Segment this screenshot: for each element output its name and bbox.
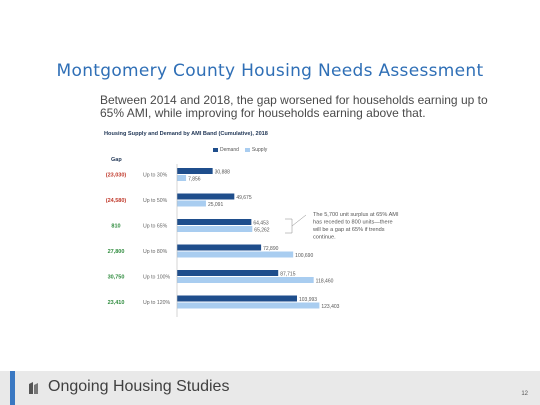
bar-supply <box>177 251 294 258</box>
data-label: 103,993 <box>299 297 317 303</box>
gap-label: 27,800 <box>108 249 125 255</box>
data-label: 87,715 <box>280 272 296 278</box>
footer: Ongoing Housing Studies 12 <box>0 371 540 405</box>
bar-demand <box>177 270 279 276</box>
legend-swatch-demand <box>213 148 218 152</box>
chart-title: Housing Supply and Demand by AMI Band (C… <box>104 131 268 137</box>
annotation-line: will be a gap at 65% if trends <box>312 227 385 233</box>
annotation-line: has receded to 800 units—there <box>313 220 393 226</box>
chart-legend: Demand Supply <box>213 147 267 153</box>
bar-demand <box>177 168 213 174</box>
legend-item-demand: Demand <box>213 147 239 153</box>
bar-supply <box>177 226 253 232</box>
data-label: 118,460 <box>316 279 334 285</box>
bar-demand <box>177 193 235 200</box>
bar-demand <box>177 295 297 302</box>
category-label: Up to 80% <box>143 249 168 255</box>
annotation-line: The 5,700 unit surplus at 65% AMI <box>313 212 399 218</box>
bar-chart: Gap (23,030) Up to 30% 30,888 7,856 (24,580) U… <box>106 157 399 317</box>
gap-label: (23,030) <box>106 173 127 179</box>
bar-demand <box>177 219 252 225</box>
slide-subtitle: Between 2014 and 2018, the gap worsened … <box>100 93 488 120</box>
legend-item-supply: Supply <box>244 147 268 153</box>
bar-demand <box>177 244 262 251</box>
legend-swatch-supply <box>244 148 250 152</box>
data-label: 65,262 <box>254 228 270 234</box>
page-number: 12 <box>521 391 528 397</box>
bar-supply <box>177 277 314 283</box>
bar-supply <box>177 175 187 181</box>
page-title: Montgomery County Housing Needs Assessme… <box>56 61 484 81</box>
gap-label: 23,410 <box>108 300 125 306</box>
bar-supply <box>177 200 206 207</box>
gap-label: 30,750 <box>108 275 125 281</box>
legend-label-supply: Supply <box>251 147 268 153</box>
data-label: 64,453 <box>253 221 269 227</box>
annotation-line: continue. <box>313 235 336 241</box>
annotation-bracket <box>285 214 307 234</box>
category-label: Up to 50% <box>143 198 168 204</box>
gap-label: (24,580) <box>106 198 127 204</box>
data-label: 30,888 <box>215 170 231 176</box>
data-label: 25,091 <box>208 202 224 208</box>
gap-label: 810 <box>111 224 120 230</box>
footer-accent-bar <box>10 371 15 405</box>
legend-label-demand: Demand <box>220 147 239 153</box>
category-label: Up to 65% <box>143 224 168 230</box>
category-label: Up to 30% <box>143 173 168 179</box>
data-label: 100,690 <box>295 253 313 259</box>
category-label: Up to 120% <box>143 300 170 306</box>
annotation-text: The 5,700 unit surplus at 65% AMI has rec… <box>312 212 399 241</box>
data-label: 49,675 <box>236 195 252 201</box>
gap-header: Gap <box>111 157 122 163</box>
data-label: 123,403 <box>321 304 339 310</box>
data-label: 7,856 <box>188 177 201 183</box>
footer-title: Ongoing Housing Studies <box>48 378 230 395</box>
bar-supply <box>177 302 320 309</box>
category-label: Up to 100% <box>143 275 170 281</box>
logo-icon <box>29 382 38 394</box>
data-label: 72,890 <box>263 246 279 252</box>
